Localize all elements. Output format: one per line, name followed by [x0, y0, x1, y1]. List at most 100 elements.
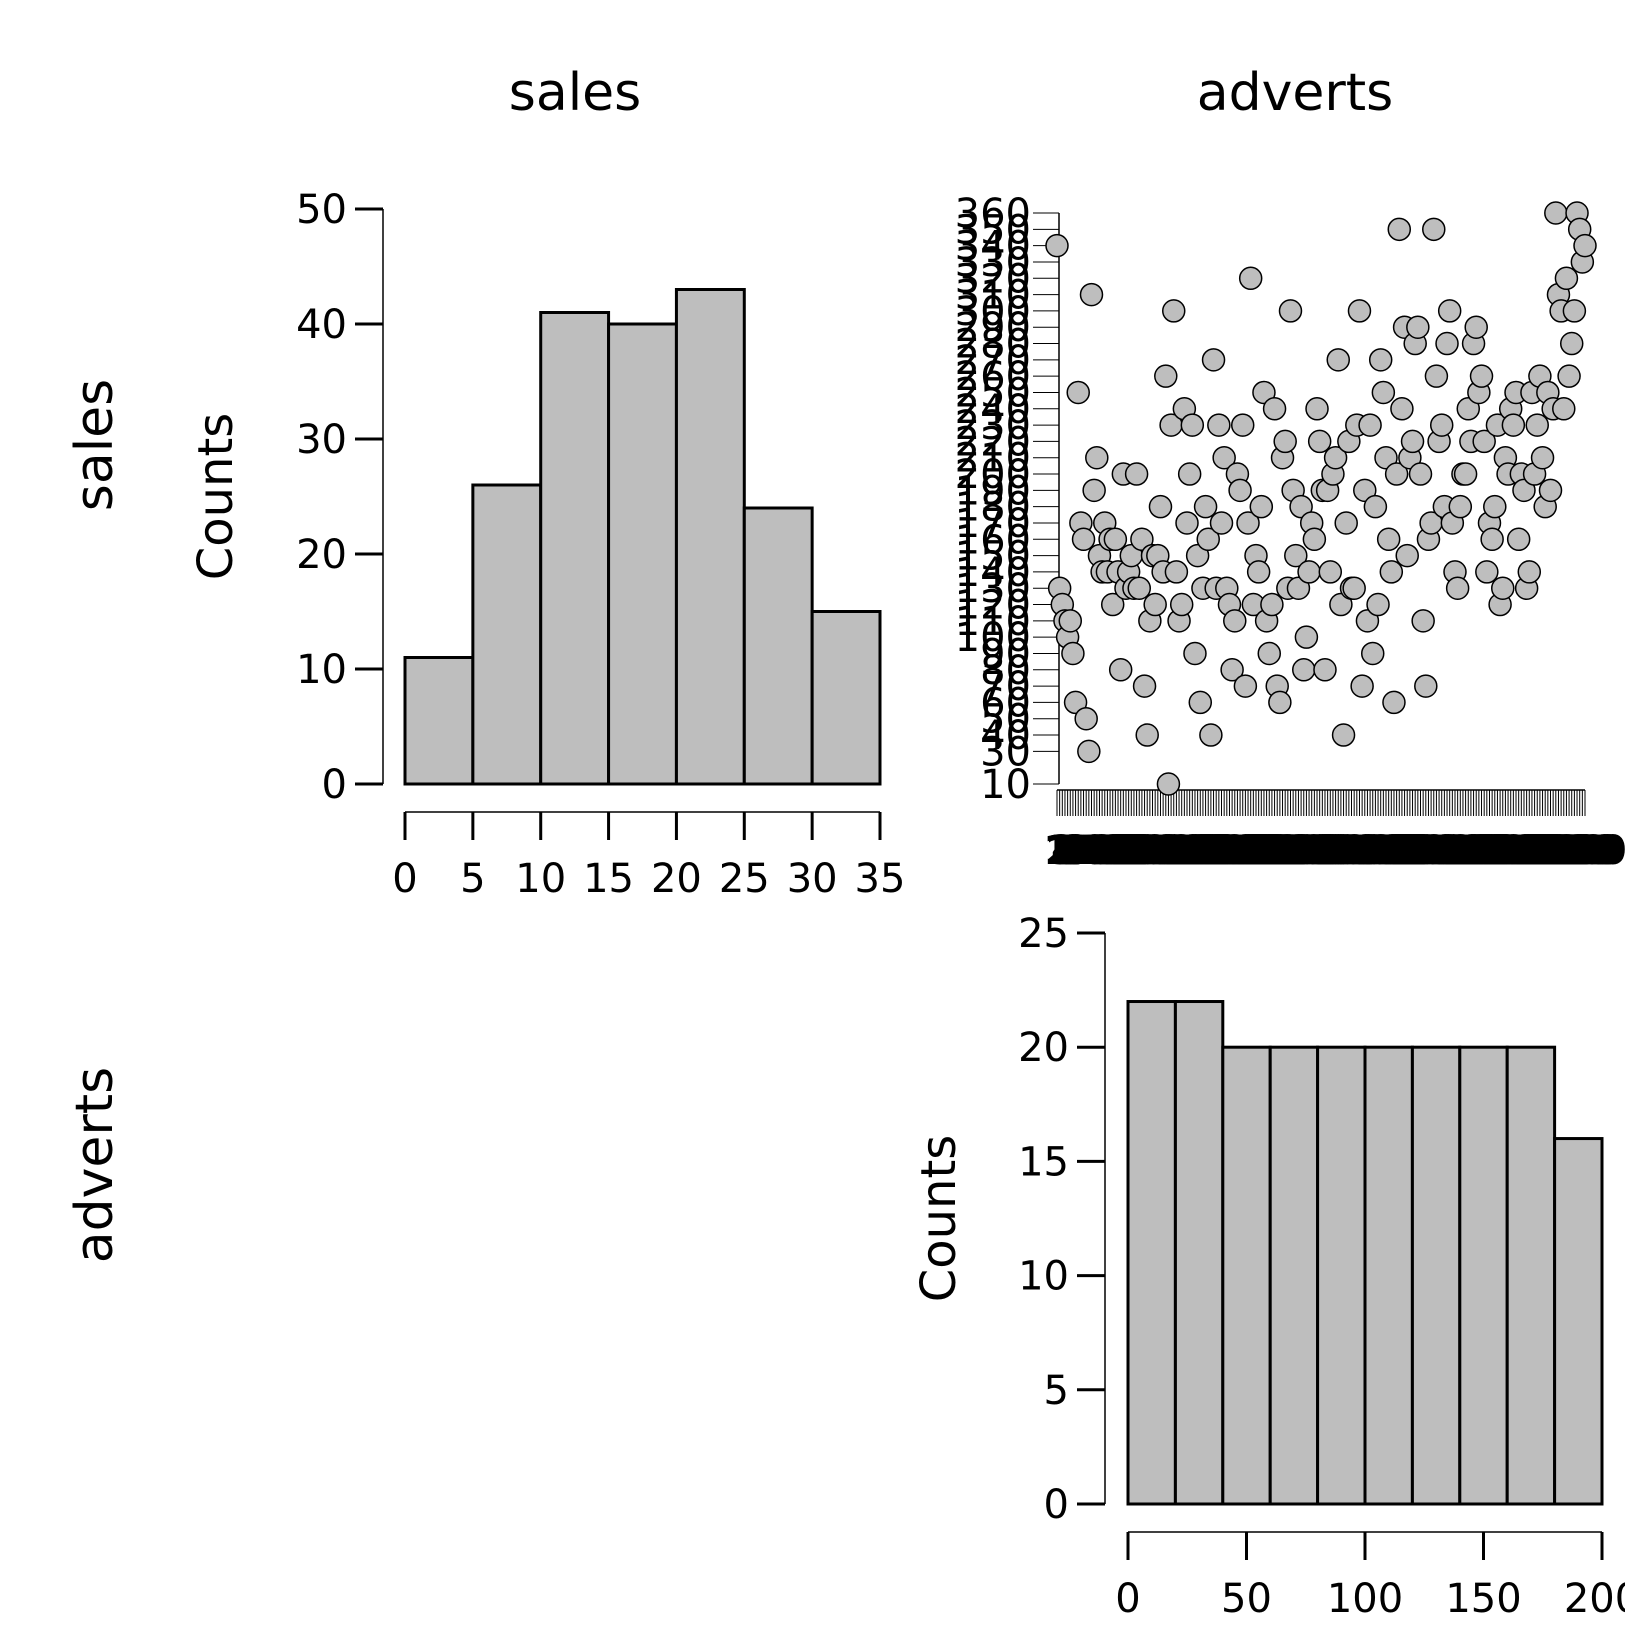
x-tick-label: 58	[1180, 828, 1236, 874]
x-tick-label: 78	[1233, 828, 1289, 874]
x-tick-label: 53	[1167, 828, 1223, 874]
scatter-point	[1475, 560, 1499, 584]
histogram-bar	[810, 610, 882, 786]
scatter-point	[1175, 511, 1199, 535]
x-tick-label: 158	[1432, 828, 1516, 874]
x-tick-label: 132	[1363, 828, 1447, 874]
y-tick-label: 280	[955, 322, 1031, 368]
x-tick-label: 116	[1320, 828, 1404, 874]
x-tick-label: 57	[1178, 828, 1234, 874]
y-tick-label: 170	[955, 501, 1031, 547]
x-tick-label: 144	[1395, 828, 1479, 874]
scatter-point	[1384, 462, 1409, 486]
y-tick-label: 0	[1044, 1482, 1069, 1528]
x-tick-label: 184	[1501, 828, 1585, 874]
x-tick-label: 136	[1373, 828, 1457, 874]
x-tick-label: 85	[1252, 828, 1308, 874]
scatter-point	[1071, 527, 1096, 552]
scatter-point	[1313, 658, 1337, 682]
scatter-point	[1331, 723, 1356, 747]
scatter-point	[1262, 397, 1287, 421]
x-tick-label: 140	[1384, 828, 1468, 874]
x-tick-label: 190	[1517, 828, 1601, 874]
scatter-point	[1236, 511, 1260, 535]
histogram-bar	[403, 656, 475, 786]
x-tick-label: 101	[1281, 828, 1365, 874]
x-tick-label: 20	[1080, 828, 1136, 874]
x-tick-label: 146	[1400, 828, 1484, 874]
x-tick-label: 42	[1138, 828, 1194, 874]
y-tick-label: 220	[955, 419, 1031, 465]
x-tick-label: 167	[1456, 828, 1540, 874]
x-tick-label: 41	[1135, 828, 1191, 874]
x-tick-label: 6	[1056, 828, 1084, 874]
x-tick-label: 29	[1103, 828, 1159, 874]
x-tick-label: 26	[1095, 828, 1151, 874]
scatter-point	[1472, 429, 1496, 454]
scatter-point	[1061, 641, 1085, 666]
x-tick-label: 130	[1358, 828, 1442, 874]
scatter-point	[1360, 641, 1385, 666]
scatter-point	[1307, 429, 1332, 454]
adverts-histogram-panel: 0 5 10 15 20 25 Counts 0 50 100 150 200	[911, 911, 1625, 1622]
scatter-point	[1562, 299, 1587, 323]
x-tick-label: 168	[1458, 828, 1542, 874]
x-tick-label: 71	[1215, 828, 1271, 874]
scatter-point	[1252, 380, 1276, 405]
x-tick-label: 176	[1480, 828, 1564, 874]
x-tick-label: 171	[1466, 828, 1550, 874]
x-tick-label: 23	[1088, 828, 1144, 874]
x-tick-label: 112	[1310, 828, 1394, 874]
x-tick-label: 74	[1223, 828, 1279, 874]
y-tick-label: 50	[980, 697, 1031, 743]
scatter-point	[1289, 494, 1313, 519]
scatter-point	[1180, 413, 1205, 437]
x-tick-label: 92	[1271, 828, 1327, 874]
x-tick-label: 80	[1239, 828, 1295, 874]
x-tick-label: 164	[1448, 828, 1532, 874]
scatter-point	[1512, 478, 1536, 503]
scatter-point	[1368, 348, 1393, 372]
x-tick-label: 5	[1054, 828, 1082, 874]
histogram-bar	[1173, 1000, 1225, 1506]
x-tick-label: 89	[1263, 828, 1319, 874]
scatter-point	[1318, 560, 1343, 584]
x-tick-label: 113	[1312, 828, 1396, 874]
scatter-point	[1268, 690, 1292, 715]
y-tick-label: 80	[980, 648, 1031, 694]
x-tick-label: 21	[1082, 828, 1138, 874]
x-tick-label: 45	[1146, 828, 1202, 874]
y-tick-label: 40	[296, 302, 347, 348]
scatter-point	[1135, 723, 1159, 747]
x-tick-label: 72	[1218, 828, 1274, 874]
scatter-point	[1456, 397, 1481, 421]
x-tick-label: 4	[1051, 828, 1079, 874]
x-tick-label: 121	[1334, 828, 1418, 874]
x-tick-label: 49	[1157, 828, 1213, 874]
histogram-bar	[471, 483, 543, 786]
scatter-point	[1103, 527, 1128, 552]
x-tick-label: 73	[1220, 828, 1276, 874]
x-tick-label: 99	[1289, 828, 1345, 874]
y-tick-label: 120	[955, 583, 1031, 629]
y-tick-label: 240	[955, 387, 1031, 433]
x-tick-label: 159	[1434, 828, 1518, 874]
x-tick-label: 86	[1255, 828, 1311, 874]
x-tick-label: 35	[1119, 828, 1175, 874]
x-tick-label: 33	[1114, 828, 1170, 874]
x-tick-label: 141	[1387, 828, 1471, 874]
x-tick-label: 100	[1327, 1576, 1403, 1622]
x-tick-label: 108	[1299, 828, 1383, 874]
histogram-bar	[1126, 1000, 1177, 1506]
x-tick-label: 76	[1228, 828, 1284, 874]
x-tick-label: 147	[1403, 828, 1487, 874]
x-tick-label: 52	[1164, 828, 1220, 874]
scatter-point	[1164, 560, 1189, 584]
y-tick-label: 150	[955, 534, 1031, 580]
scatter-point	[1074, 706, 1098, 731]
scatter-point	[1209, 511, 1234, 535]
x-tick-label: 148	[1405, 828, 1489, 874]
scatter-point	[1374, 445, 1398, 470]
scatter-point	[1079, 282, 1104, 307]
scatter-point	[1490, 576, 1515, 600]
